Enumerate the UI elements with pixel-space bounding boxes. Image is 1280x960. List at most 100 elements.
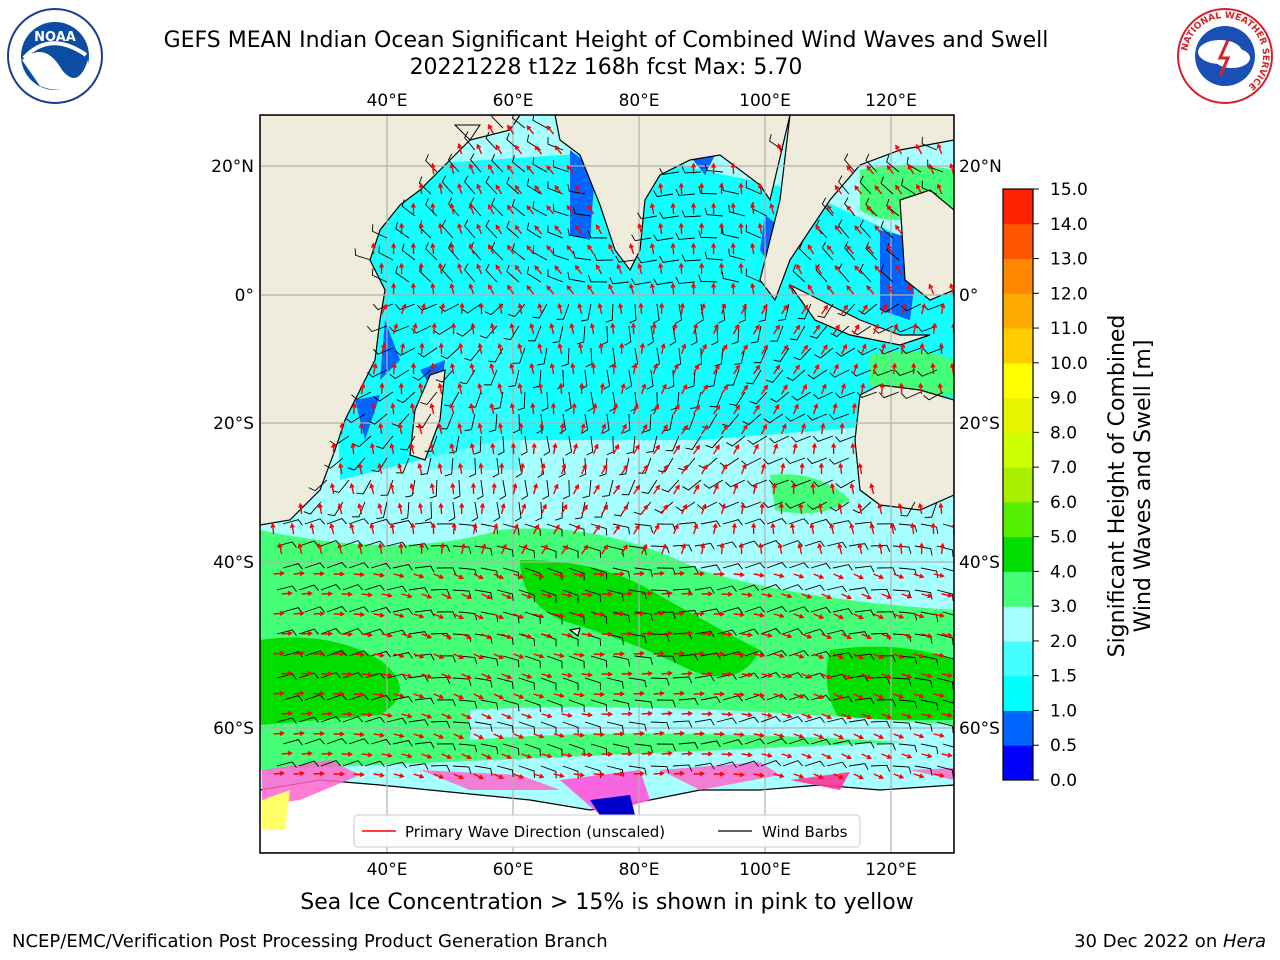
wind-barb <box>716 585 737 592</box>
wave-direction-arrow <box>832 363 839 375</box>
wind-barb <box>590 743 608 756</box>
wave-direction-arrow <box>421 753 433 759</box>
wave-direction-arrow <box>713 691 726 697</box>
wind-barb <box>711 325 719 346</box>
wind-barb <box>706 369 718 388</box>
wave-direction-arrow <box>633 484 641 495</box>
wind-barb <box>496 721 514 734</box>
wave-direction-arrow <box>738 542 744 555</box>
wave-direction-arrow <box>534 145 543 155</box>
wave-direction-arrow <box>501 633 513 640</box>
wave-direction-arrow <box>821 673 833 680</box>
wave-direction-arrow <box>759 502 765 515</box>
wave-direction-arrow <box>561 632 573 638</box>
wind-barb <box>351 501 366 518</box>
wind-barb <box>892 545 912 554</box>
wave-direction-arrow <box>533 653 545 659</box>
wave-direction-arrow <box>349 522 355 535</box>
wind-barb <box>672 720 693 728</box>
wave-direction-arrow <box>700 503 707 515</box>
wave-direction-arrow <box>514 144 523 155</box>
wave-direction-arrow <box>393 693 405 699</box>
colorbar-segment <box>1003 362 1033 399</box>
wave-direction-arrow <box>837 502 843 515</box>
wind-barb <box>395 347 416 356</box>
wave-direction-arrow <box>289 522 295 535</box>
wave-direction-arrow <box>418 382 424 395</box>
wind-barb <box>444 457 454 477</box>
wave-direction-arrow <box>733 572 746 578</box>
wind-barb <box>562 721 579 735</box>
wind-barb <box>675 501 696 512</box>
wave-direction-arrow <box>621 631 634 637</box>
wave-direction-arrow <box>509 362 515 375</box>
wind-barb <box>276 673 297 680</box>
wave-direction-arrow <box>809 522 815 535</box>
wind-barb <box>726 369 740 386</box>
wave-direction-arrow <box>872 323 879 335</box>
wind-barb <box>782 716 803 723</box>
wind-barb <box>829 369 850 378</box>
wind-barb <box>704 207 723 217</box>
wave-direction-arrow <box>533 733 545 739</box>
wind-barb <box>704 163 723 173</box>
wave-direction-arrow <box>457 142 463 155</box>
wave-direction-arrow <box>681 464 688 475</box>
wave-direction-arrow <box>690 242 697 255</box>
wave-direction-arrow <box>741 752 753 758</box>
wind-barb <box>749 391 768 405</box>
wind-barb <box>392 608 413 615</box>
wind-barb <box>556 369 565 390</box>
wind-barb <box>332 479 350 494</box>
wave-direction-arrow <box>333 611 346 617</box>
wind-barb <box>572 206 591 217</box>
wave-direction-arrow <box>561 672 573 678</box>
wave-direction-arrow <box>500 502 506 515</box>
wave-direction-arrow <box>468 163 475 175</box>
wave-direction-arrow <box>720 503 726 515</box>
wave-direction-arrow <box>481 713 493 720</box>
wave-direction-arrow <box>293 690 306 696</box>
wave-direction-arrow <box>690 202 697 215</box>
wind-barb <box>356 479 372 495</box>
colorbar-tick-label: 0.0 <box>1050 771 1077 791</box>
wave-direction-arrow <box>333 731 346 737</box>
wave-direction-arrow <box>758 542 764 555</box>
wind-barb <box>276 761 297 768</box>
wave-direction-arrow <box>801 304 809 315</box>
wind-barb <box>788 738 809 745</box>
wind-barb <box>430 588 451 596</box>
wave-direction-arrow <box>433 613 445 619</box>
wind-barb <box>564 391 572 412</box>
wind-barb <box>430 676 451 684</box>
wave-direction-arrow <box>652 363 659 375</box>
wind-barb <box>850 369 872 377</box>
wind-barb <box>469 153 482 173</box>
colorbar-tick-label: 13.0 <box>1050 250 1088 270</box>
wave-direction-arrow <box>801 344 808 355</box>
wind-barb <box>414 609 435 617</box>
wave-direction-arrow <box>913 613 925 619</box>
lat-label: 0° <box>959 286 978 306</box>
wave-direction-arrow <box>793 364 800 375</box>
wind-barb <box>568 699 585 713</box>
wave-direction-arrow <box>653 444 660 455</box>
wind-barb <box>746 479 768 487</box>
wind-barb <box>806 413 828 421</box>
wind-barb <box>656 523 676 531</box>
wave-direction-arrow <box>377 502 383 515</box>
wind-barb <box>672 764 693 772</box>
wave-direction-arrow <box>713 444 720 455</box>
wind-barb <box>786 369 806 382</box>
wave-direction-arrow <box>451 322 457 335</box>
wave-direction-arrow <box>361 632 373 638</box>
wind-barb <box>817 303 834 318</box>
wave-direction-arrow <box>678 222 684 235</box>
wave-direction-arrow <box>700 542 706 555</box>
wind-barb <box>298 672 319 679</box>
wave-direction-arrow <box>679 302 685 315</box>
wave-direction-arrow <box>701 464 708 475</box>
wave-direction-arrow <box>633 611 646 617</box>
wind-barb <box>542 479 550 500</box>
